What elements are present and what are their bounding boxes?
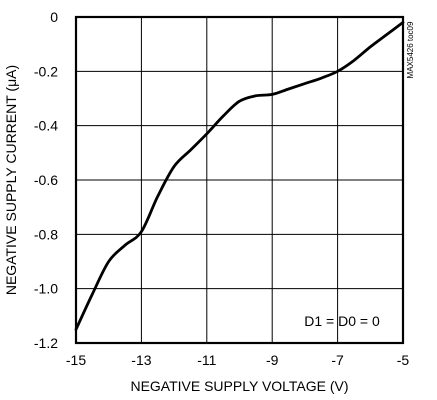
y-tick-labels: 0 -0.2 -0.4 -0.6 -0.8 -1.0 -1.2 bbox=[34, 9, 58, 351]
y-tick-label: 0 bbox=[50, 9, 58, 25]
condition-annotation: D1 = D0 = 0 bbox=[304, 313, 380, 329]
y-tick-label: -1.2 bbox=[34, 335, 58, 351]
y-axis-label: NEGATIVE SUPPLY CURRENT (μA) bbox=[3, 65, 19, 295]
figure-code-label: MAX5426 toc09 bbox=[406, 21, 415, 78]
x-tick-label: -9 bbox=[266, 352, 279, 368]
data-line bbox=[74, 21, 405, 331]
y-tick-label: -0.2 bbox=[34, 63, 58, 79]
x-axis-label: NEGATIVE SUPPLY VOLTAGE (V) bbox=[130, 378, 348, 394]
y-tick-label: -0.8 bbox=[34, 226, 58, 242]
x-tick-label: -13 bbox=[131, 352, 151, 368]
x-tick-label: -11 bbox=[197, 352, 216, 368]
x-tick-label: -5 bbox=[397, 352, 410, 368]
grid-lines bbox=[75, 16, 404, 344]
x-tick-label: -15 bbox=[66, 352, 86, 368]
x-tick-label: -7 bbox=[331, 352, 344, 368]
plot-frame bbox=[74, 15, 405, 345]
y-tick-label: -1.0 bbox=[34, 281, 58, 297]
y-tick-label: -0.6 bbox=[34, 172, 58, 188]
x-tick-labels: -15 -13 -11 -9 -7 -5 bbox=[66, 352, 410, 368]
y-tick-label: -0.4 bbox=[34, 118, 58, 134]
